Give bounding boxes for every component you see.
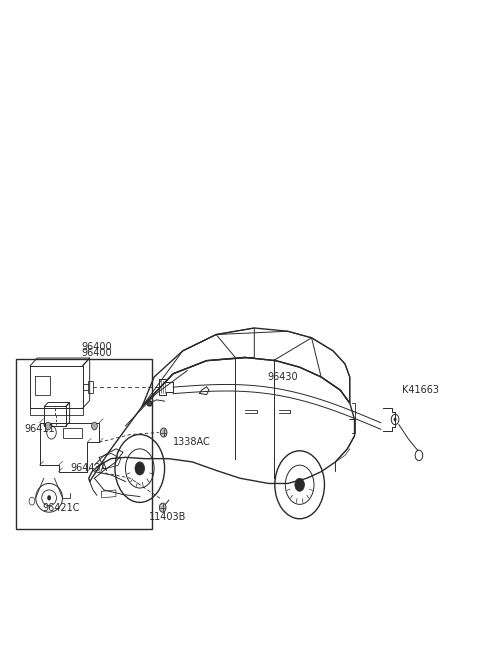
- Text: 96443A: 96443A: [71, 463, 108, 474]
- Text: 96430: 96430: [268, 372, 298, 382]
- Circle shape: [92, 422, 97, 430]
- Bar: [16, 359, 152, 529]
- Text: 96421C: 96421C: [42, 502, 80, 512]
- Text: 96411: 96411: [24, 424, 55, 434]
- Text: K41663: K41663: [402, 385, 439, 395]
- Circle shape: [160, 428, 167, 437]
- Text: 96400: 96400: [82, 348, 112, 358]
- Circle shape: [159, 503, 166, 512]
- Circle shape: [394, 417, 396, 421]
- Circle shape: [295, 478, 304, 491]
- Circle shape: [135, 462, 144, 475]
- Circle shape: [47, 495, 51, 501]
- Bar: [63, 428, 82, 438]
- Text: 96400: 96400: [82, 342, 112, 352]
- Text: 11403B: 11403B: [149, 512, 187, 522]
- Circle shape: [45, 422, 51, 430]
- Text: 1338AC: 1338AC: [173, 438, 211, 447]
